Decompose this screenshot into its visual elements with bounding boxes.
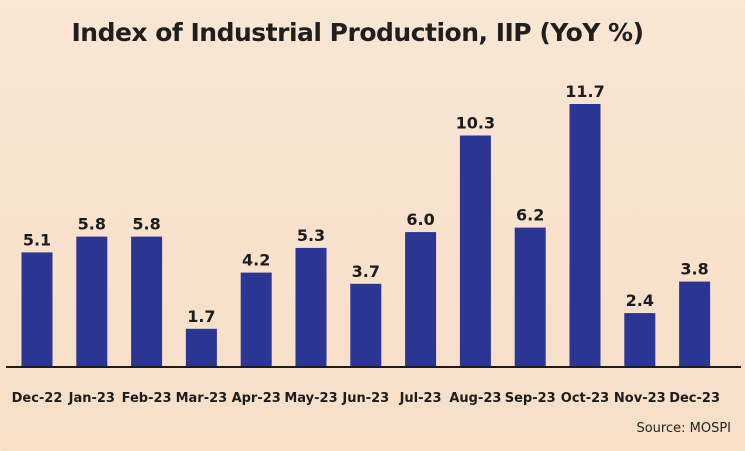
bar-jan-23: [76, 236, 108, 367]
x-tick-jan-23: Jan-23: [68, 391, 115, 406]
bar-mar-23: [185, 328, 217, 367]
chart-title: Index of Industrial Production, IIP (YoY…: [71, 18, 644, 47]
x-tick-sep-23: Sep-23: [505, 391, 556, 406]
value-label-may-23: 5.3: [297, 226, 325, 245]
bar-aug-23: [459, 135, 491, 367]
bar-sep-23: [514, 227, 546, 367]
bar-jun-23: [350, 283, 382, 367]
bar-jul-23: [405, 232, 437, 367]
x-tick-feb-23: Feb-23: [122, 391, 172, 406]
bar-nov-23: [624, 313, 656, 367]
bar-may-23: [295, 247, 327, 367]
x-tick-dec-23: Dec-23: [669, 391, 720, 406]
value-label-apr-23: 4.2: [242, 251, 270, 270]
value-label-jul-23: 6.0: [406, 210, 434, 229]
value-label-dec-23: 3.8: [680, 260, 708, 279]
x-tick-may-23: May-23: [284, 391, 337, 406]
bar-oct-23: [569, 104, 601, 367]
x-tick-jul-23: Jul-23: [399, 391, 442, 406]
value-label-nov-23: 2.4: [626, 291, 654, 310]
value-label-jun-23: 3.7: [352, 262, 380, 281]
bar-dec-23: [679, 281, 711, 367]
value-label-aug-23: 10.3: [456, 114, 495, 133]
x-tick-oct-23: Oct-23: [561, 391, 609, 406]
value-label-oct-23: 11.7: [565, 82, 604, 101]
bar-dec-22: [21, 252, 53, 367]
bar-apr-23: [240, 272, 272, 367]
x-tick-jun-23: Jun-23: [341, 391, 389, 406]
value-label-dec-22: 5.1: [23, 230, 51, 249]
x-tick-nov-23: Nov-23: [614, 391, 666, 406]
bar-feb-23: [131, 236, 163, 367]
x-tick-dec-22: Dec-22: [12, 391, 63, 406]
source-note: Source: MOSPI: [636, 421, 731, 436]
value-label-jan-23: 5.8: [78, 215, 106, 234]
x-tick-apr-23: Apr-23: [232, 391, 281, 406]
value-label-sep-23: 6.2: [516, 206, 544, 225]
x-tick-mar-23: Mar-23: [176, 391, 228, 406]
value-label-feb-23: 5.8: [132, 215, 160, 234]
value-label-mar-23: 1.7: [187, 307, 215, 326]
x-tick-aug-23: Aug-23: [449, 391, 501, 406]
